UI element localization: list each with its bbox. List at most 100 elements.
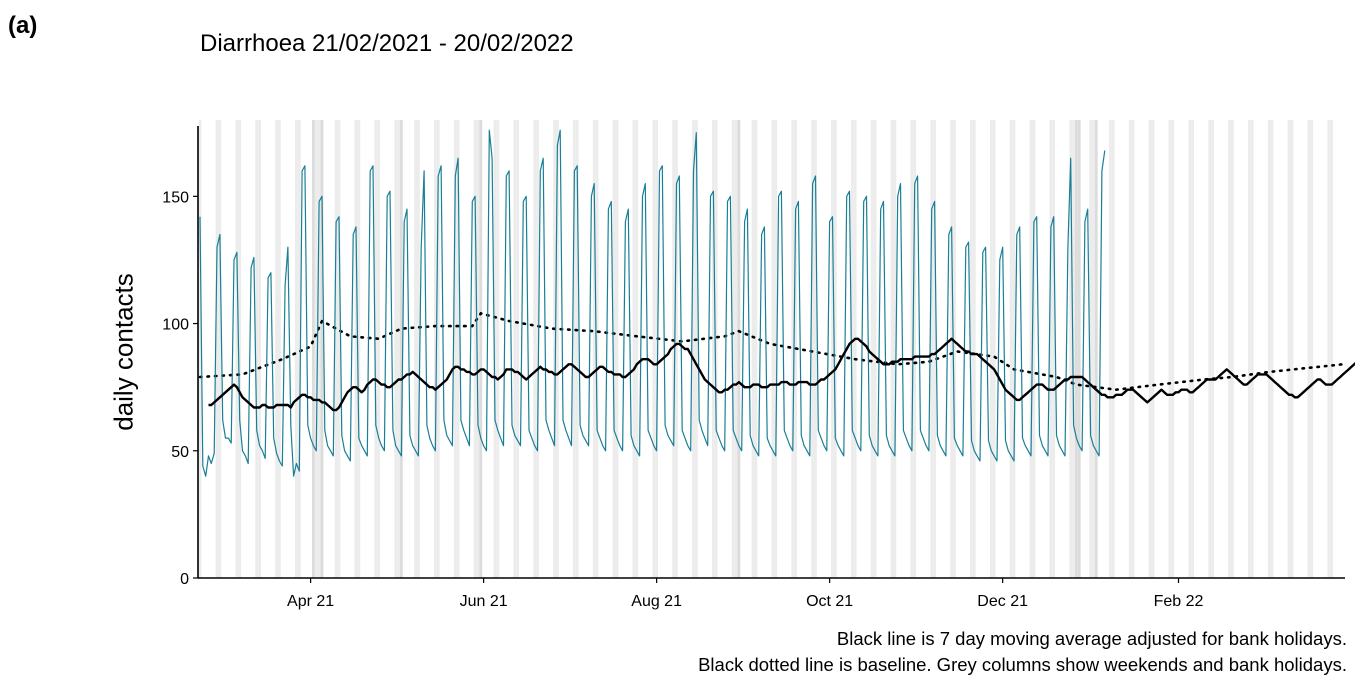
weekend-column [754,120,758,578]
weekend-column [357,120,361,578]
chart-title: Diarrhoea 21/02/2021 - 20/02/2022 [200,30,574,57]
weekend-column [516,120,520,578]
weekend-column [737,120,741,578]
weekend-column [275,120,278,578]
weekend-column [989,120,993,578]
weekend-column [297,120,301,578]
weekend-column [1029,120,1033,578]
x-tick-label: Feb 22 [1154,593,1204,610]
weekend-column [258,120,261,578]
weekend-column [536,120,539,578]
weekend-column [334,120,338,578]
weekend-column [731,120,735,578]
caption-baseline: Black dotted line is baseline. Grey colu… [698,654,1347,675]
weekend-column [1049,120,1053,578]
weekend-column [1094,120,1098,578]
y-tick-label: 50 [171,444,189,461]
weekend-column [811,120,815,578]
weekend-column [913,120,917,578]
weekend-column [1250,120,1254,578]
weekend-column [1211,120,1214,578]
weekend-column [1032,120,1036,578]
weekend-column [1290,120,1294,578]
weekend-column [694,120,698,578]
weekend-column [615,120,619,578]
weekend-column [1151,120,1155,578]
weekend-column [595,120,599,578]
x-tick-label: Oct 21 [806,593,853,610]
weekend-column [774,120,778,578]
weekend-column [533,120,537,578]
weekend-column [635,120,639,578]
weekend-column [397,120,400,578]
weekend-column [972,120,976,578]
weekend-column [553,120,556,578]
weekend-column [771,120,775,578]
weekend-column [1091,120,1095,578]
weekend-columns [198,120,1334,578]
weekend-column [714,120,718,578]
weekend-column [1072,120,1075,578]
weekend-column [1188,120,1192,578]
weekend-column [814,120,817,578]
axes: 0 50 100 150 Apr 21 Jun 21 Aug 21 Oct 21 Dec 21 F… [162,126,1345,610]
weekend-column [833,120,837,578]
weekend-column [850,120,854,578]
weekend-column [354,120,358,578]
weekend-column [572,120,576,578]
weekend-column [476,120,480,578]
weekend-column [1307,120,1311,578]
weekend-column [1131,120,1135,578]
weekend-column [930,120,934,578]
weekend-column [198,120,202,578]
weekend-column [473,120,477,578]
weekend-column [1052,120,1056,578]
daily-contacts-path [199,129,1106,477]
weekend-column [612,120,616,578]
weekend-column [320,120,324,578]
weekend-column [215,120,219,578]
caption-moving-average: Black line is 7 day moving average adjus… [836,628,1347,649]
weekend-column [1009,120,1013,578]
weekend-column [218,120,222,578]
weekend-column [1267,120,1271,578]
weekend-column [950,120,954,578]
weekend-column [1270,120,1274,578]
weekend-column [933,120,937,578]
x-tick-label: Apr 21 [287,593,334,610]
weekend-column [853,120,857,578]
weekend-column [479,120,483,578]
weekend-column [1074,120,1078,578]
weekend-column [314,120,318,578]
weekend-column [890,120,894,578]
weekend-column [1171,120,1175,578]
weekend-column [1109,120,1112,578]
weekend-column [575,120,579,578]
weekend-column [734,120,738,578]
weekend-column [513,120,517,578]
weekend-column [831,120,834,578]
weekend-column [1128,120,1132,578]
weekend-column [970,120,973,578]
weekend-column [1191,120,1195,578]
weekend-column [791,120,795,578]
weekend-column [1230,120,1234,578]
weekend-column [893,120,897,578]
weekend-column [870,120,874,578]
weekend-column [1111,120,1115,578]
weekend-column [436,120,440,578]
weekend-column [632,120,636,578]
weekend-column [953,120,956,578]
weekend-column [456,120,460,578]
x-tick-label: Jun 21 [460,593,508,610]
weekend-column [655,120,659,578]
weekend-column [337,120,341,578]
x-tick-label: Dec 21 [977,593,1028,610]
daily-contacts-line [199,129,1106,477]
weekend-column [1228,120,1231,578]
weekend-column [1208,120,1212,578]
weekend-column [317,120,321,578]
weekend-column [1077,120,1081,578]
y-tick-label: 150 [162,189,189,206]
weekend-column [1247,120,1251,578]
